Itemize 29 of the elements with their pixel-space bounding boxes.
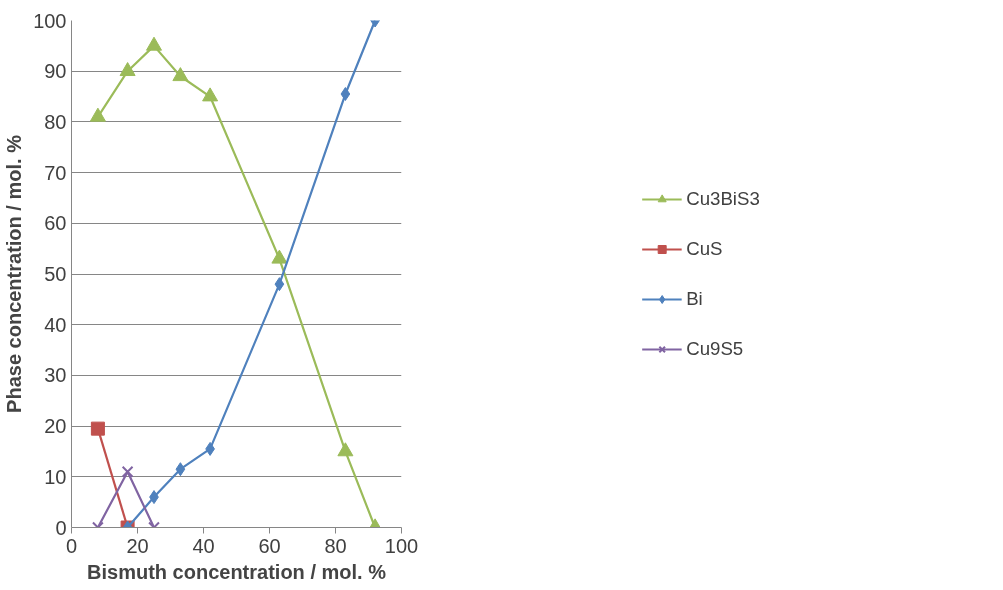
y-axis-title: Phase concentration / mol. % — [3, 134, 26, 413]
x-tick-label: 20 — [126, 534, 149, 557]
point — [89, 107, 106, 122]
x-tick-label: 100 — [384, 534, 419, 557]
y-tick-label: 0 — [55, 516, 67, 539]
y-tick-label: 50 — [44, 263, 67, 285]
y-tick-label: 100 — [33, 9, 67, 32]
x-axis-title: Bismuth concentration / mol. % — [87, 560, 387, 583]
legend-label: Cu3BiS3 — [686, 187, 760, 210]
point — [119, 62, 136, 77]
y-tick-label: 70 — [44, 161, 67, 184]
x-tick-label: 60 — [258, 534, 281, 557]
point — [146, 36, 162, 51]
y-tick-label: 60 — [44, 212, 67, 235]
y-tick-label: 30 — [44, 364, 67, 387]
y-tick-label: 10 — [44, 465, 67, 488]
legend-label: Cu9S5 — [686, 337, 744, 360]
legend-label: Bi — [686, 287, 704, 310]
x-tick-label: 80 — [324, 534, 347, 557]
point — [172, 67, 189, 82]
x-tick-label: 40 — [192, 534, 215, 557]
point — [271, 249, 288, 264]
legend-label: CuS — [686, 237, 723, 260]
y-tick-label: 80 — [44, 110, 67, 133]
point — [202, 87, 219, 102]
y-tick-label: 20 — [44, 415, 67, 438]
y-tick-label: 40 — [44, 313, 67, 336]
point — [337, 442, 354, 457]
y-tick-label: 90 — [44, 60, 67, 83]
